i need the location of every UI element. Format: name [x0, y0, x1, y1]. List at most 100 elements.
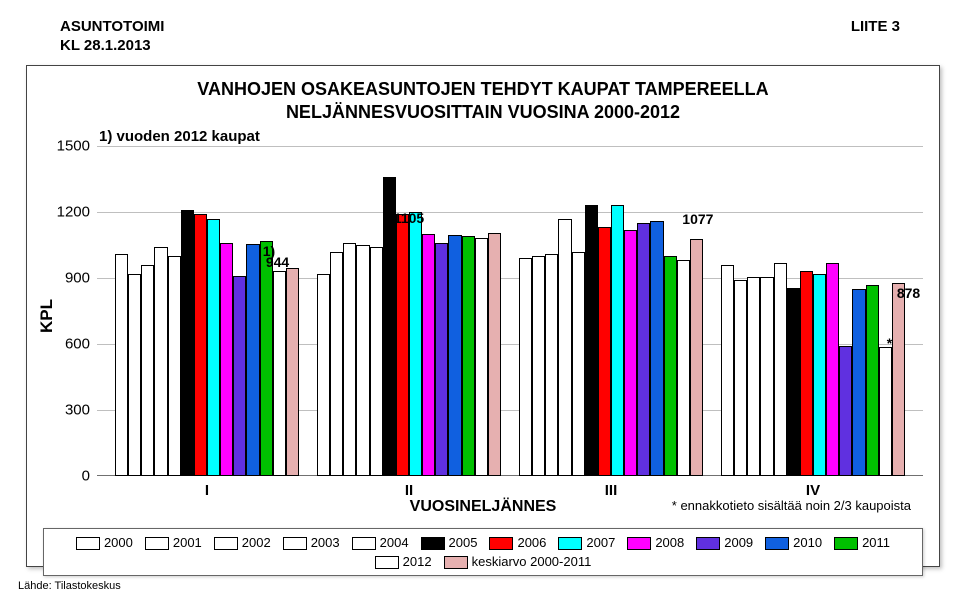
- legend-item: 2011: [834, 535, 890, 550]
- legend-label: 2006: [517, 535, 546, 550]
- category-label: IV: [806, 482, 820, 499]
- legend-swatch: [145, 537, 169, 550]
- bar: [448, 235, 461, 476]
- legend-label: 2004: [380, 535, 409, 550]
- bar: [734, 280, 747, 476]
- bar: [330, 252, 343, 476]
- bar: [141, 265, 154, 476]
- bar: [396, 214, 409, 476]
- chart-title: VANHOJEN OSAKEASUNTOJEN TEHDYT KAUPAT TA…: [27, 78, 939, 123]
- value-callout: 944: [266, 254, 289, 270]
- legend-item: 2006: [489, 535, 546, 550]
- y-tick-label: 900: [42, 270, 90, 287]
- legend: 2000200120022003200420052006200720082009…: [43, 528, 923, 576]
- bar: [690, 239, 703, 476]
- bar: [558, 219, 571, 476]
- legend-label: 2005: [449, 535, 478, 550]
- y-tick-label: 0: [42, 468, 90, 485]
- legend-label: 2000: [104, 535, 133, 550]
- plot-area: 0300600900120015001) vuoden 2012 kaupatI…: [97, 146, 923, 476]
- legend-label: 2007: [586, 535, 615, 550]
- legend-label: keskiarvo 2000-2011: [472, 554, 592, 569]
- bar: [317, 274, 330, 476]
- bar: [585, 205, 598, 476]
- bar: [879, 347, 892, 476]
- bar: [168, 256, 181, 476]
- legend-swatch: [696, 537, 720, 550]
- bar: [598, 227, 611, 476]
- bar: [246, 244, 259, 476]
- bar: [787, 288, 800, 476]
- y-tick-label: 1200: [42, 204, 90, 221]
- value-callout: 1105: [394, 210, 424, 226]
- legend-item: 2009: [696, 535, 753, 550]
- legend-item: 2002: [214, 535, 271, 550]
- y-tick-label: 1500: [42, 138, 90, 155]
- footnote-right: * ennakkotieto sisältää noin 2/3 kaupois…: [672, 498, 911, 513]
- legend-label: 2008: [655, 535, 684, 550]
- bar: [545, 254, 558, 476]
- category-label: III: [605, 482, 618, 499]
- bar: [866, 285, 879, 476]
- y-axis-label: KPL: [37, 299, 57, 333]
- bar: [624, 230, 637, 476]
- legend-label: 2010: [793, 535, 822, 550]
- bar: [356, 245, 369, 476]
- chart-title-line1: VANHOJEN OSAKEASUNTOJEN TEHDYT KAUPAT TA…: [197, 79, 768, 99]
- legend-label: 2003: [311, 535, 340, 550]
- bar: [273, 271, 286, 476]
- y-tick-label: 600: [42, 336, 90, 353]
- bar: [115, 254, 128, 476]
- bar: [435, 243, 448, 476]
- legend-label: 2011: [862, 535, 890, 550]
- bar: [747, 277, 760, 476]
- bar: [532, 256, 545, 476]
- legend-item: 2005: [421, 535, 478, 550]
- bar: [207, 219, 220, 476]
- value-callout: *: [887, 335, 892, 351]
- footnote-1: 1) vuoden 2012 kaupat: [99, 128, 260, 145]
- header-left: ASUNTOTOIMI KL 28.1.2013: [60, 18, 164, 56]
- bar: [839, 346, 852, 476]
- legend-swatch: [627, 537, 651, 550]
- legend-item: 2003: [283, 535, 340, 550]
- bar: [475, 238, 488, 476]
- legend-swatch: [76, 537, 100, 550]
- grid-line: [97, 146, 923, 147]
- bar: [721, 265, 734, 476]
- header-right: LIITE 3: [851, 18, 900, 56]
- category-label: I: [205, 482, 209, 499]
- legend-swatch: [421, 537, 445, 550]
- legend-swatch: [834, 537, 858, 550]
- bar: [611, 205, 624, 476]
- bar: [154, 247, 167, 476]
- legend-swatch: [352, 537, 376, 550]
- legend-swatch: [558, 537, 582, 550]
- bar: [220, 243, 233, 476]
- legend-item: 2004: [352, 535, 409, 550]
- bar: [813, 274, 826, 476]
- source-note: Lähde: Tilastokeskus: [18, 580, 121, 592]
- bar: [760, 277, 773, 476]
- legend-swatch: [283, 537, 307, 550]
- bar: [194, 214, 207, 476]
- bar: [800, 271, 813, 476]
- legend-swatch: [214, 537, 238, 550]
- bar: [343, 243, 356, 476]
- legend-item: 2000: [76, 535, 133, 550]
- bar: [286, 268, 299, 476]
- value-callout: 878: [897, 285, 920, 301]
- bar: [637, 223, 650, 476]
- bar: [462, 236, 475, 476]
- legend-swatch: [444, 556, 468, 569]
- y-tick-label: 300: [42, 402, 90, 419]
- chart-container: VANHOJEN OSAKEASUNTOJEN TEHDYT KAUPAT TA…: [26, 65, 940, 567]
- bar: [892, 283, 905, 476]
- legend-swatch: [765, 537, 789, 550]
- chart-title-line2: NELJÄNNESVUOSITTAIN VUOSINA 2000-2012: [286, 102, 680, 122]
- legend-item: keskiarvo 2000-2011: [444, 554, 592, 569]
- legend-item: 2012: [375, 554, 432, 569]
- bar: [572, 252, 585, 476]
- legend-swatch: [375, 556, 399, 569]
- legend-item: 2008: [627, 535, 684, 550]
